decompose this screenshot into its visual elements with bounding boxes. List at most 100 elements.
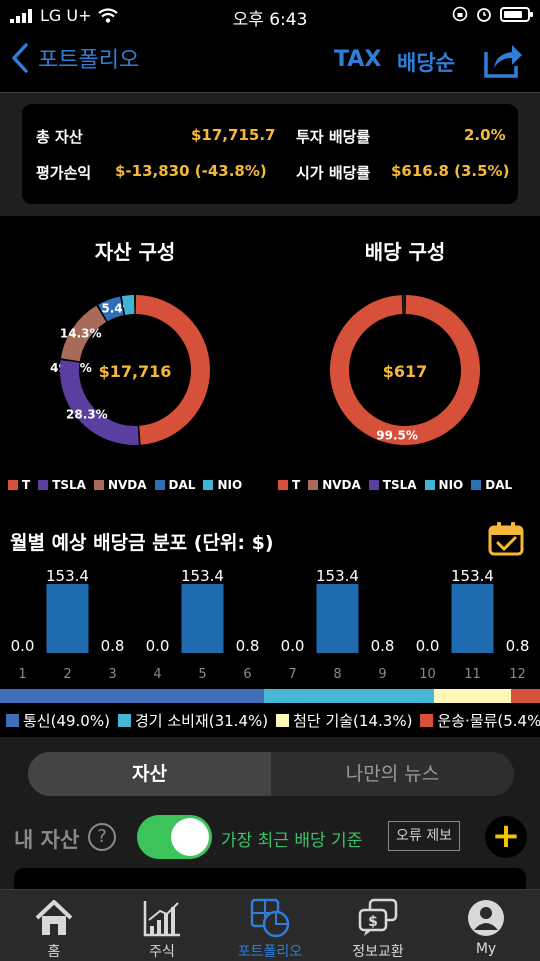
tab-info-exchange-label: 정보교환 xyxy=(352,944,404,960)
signal-icon xyxy=(10,8,32,23)
share-icon[interactable] xyxy=(482,40,524,80)
donut-slice-nvda[interactable] xyxy=(60,305,107,362)
legend-item-nio: NIO xyxy=(203,478,242,492)
tab-home-label: 홈 xyxy=(47,944,61,960)
donut-slice-t[interactable] xyxy=(135,295,211,445)
calendar-check-icon[interactable] xyxy=(488,522,524,556)
sector-swatch xyxy=(117,714,131,727)
tab-asset[interactable]: 자산 xyxy=(28,752,271,796)
carrier-label: LG U+ xyxy=(40,6,92,25)
invest-yield-label: 투자 배당률 xyxy=(296,128,371,146)
sector-label: 통신(49.0%) xyxy=(23,712,110,730)
chart-icon xyxy=(143,901,180,937)
my-asset-title: 내 자산 xyxy=(14,828,80,852)
profile-icon xyxy=(468,900,504,936)
legend-item-t: T xyxy=(278,478,300,492)
monthly-bar-chart: 0.0 1 153.4 2 0.8 3 0.0 4 153.4 5 0.8 6 0.0 7 153.4 8 0.… xyxy=(11,567,530,682)
bar-value-label: 0.0 xyxy=(11,637,35,655)
tax-button[interactable]: TAX xyxy=(334,47,382,72)
svg-text:$: $ xyxy=(368,914,378,930)
sector-legend-item: 첨단 기술(14.3%) xyxy=(276,710,412,731)
month-tick-label: 12 xyxy=(509,667,526,682)
invest-yield-value: 2.0% xyxy=(464,126,506,144)
bar-value-label: 0.8 xyxy=(371,637,395,655)
bar-value-label: 0.8 xyxy=(101,637,125,655)
bar-value-label: 153.4 xyxy=(451,567,494,585)
legend-swatch xyxy=(471,480,482,490)
donut-slice-tsla[interactable] xyxy=(60,360,139,445)
tab-my-news[interactable]: 나만의 뉴스 xyxy=(345,763,440,785)
wifi-icon xyxy=(97,8,118,23)
error-report-button[interactable]: 오류 제보 xyxy=(388,821,460,851)
add-button[interactable]: + xyxy=(485,816,527,858)
legend-label: T xyxy=(22,478,31,492)
toggle-knob xyxy=(171,818,209,856)
sector-swatch xyxy=(6,714,19,727)
asset-donut-chart[interactable]: 49.0%28.3%14.3%5.4%$17,716 xyxy=(45,280,225,460)
nav-bar: 포트폴리오 TAX 배당순 xyxy=(0,36,540,86)
bar-value-label: 0.0 xyxy=(281,637,305,655)
legend-label: DAL xyxy=(485,478,513,492)
sector-segment xyxy=(510,689,540,703)
nav-divider xyxy=(0,92,540,93)
legend-swatch xyxy=(154,480,165,490)
help-icon[interactable]: ? xyxy=(88,823,116,851)
legend-swatch xyxy=(308,480,319,490)
legend-swatch xyxy=(93,480,104,490)
tab-my[interactable]: My xyxy=(432,890,540,961)
chevron-left-icon xyxy=(12,43,28,73)
bar-value-label: 153.4 xyxy=(316,567,359,585)
donut-slice-dal[interactable] xyxy=(98,296,124,322)
donut-center-value: $617 xyxy=(383,362,428,381)
portfolio-icon xyxy=(250,898,290,938)
tab-my-label: My xyxy=(475,941,497,957)
bar-value-label: 153.4 xyxy=(46,567,89,585)
sector-swatch xyxy=(420,714,434,727)
tab-info-exchange[interactable]: $ 정보교환 xyxy=(324,890,432,961)
tab-home[interactable]: 홈 xyxy=(0,890,108,961)
slice-label-nvda: 14.3% xyxy=(60,326,102,340)
rotation-lock-icon xyxy=(452,6,468,22)
month-tick-label: 1 xyxy=(18,667,26,682)
total-asset-label: 총 자산 xyxy=(36,128,83,146)
tab-bar: 홈 주식 포트폴리오 $ xyxy=(0,889,540,961)
status-bar: LG U+ 오후 6:43 xyxy=(0,0,540,32)
legend-swatch xyxy=(278,480,288,490)
legend-label: NVDA xyxy=(322,478,361,492)
summary-card: 총 자산 $17,715.7 투자 배당률 2.0% 평가손익 $-13,830… xyxy=(22,104,518,204)
legend-item-tsla: TSLA xyxy=(368,478,417,492)
dividend-basis-label: 가장 최근 배당 기준 xyxy=(221,831,363,851)
clock-label: 오후 6:43 xyxy=(232,10,308,30)
slice-label-t: 99.5% xyxy=(376,429,418,443)
legend-item-dal: DAL xyxy=(471,478,512,492)
bar-value-label: 0.0 xyxy=(146,637,170,655)
tab-stocks[interactable]: 주식 xyxy=(108,890,216,961)
legend-item-tsla: TSLA xyxy=(38,478,86,492)
donut-slice-nvda[interactable] xyxy=(403,295,405,315)
sector-legend: 통신(49.0%) 경기 소비재(31.4%) 첨단 기술(14.3%) 운송·물류(… xyxy=(6,710,540,731)
bar-value-label: 153.4 xyxy=(181,567,224,585)
segment-control: 자산 나만의 뉴스 xyxy=(28,752,514,796)
legend-label: NVDA xyxy=(107,478,147,492)
legend-swatch xyxy=(203,480,214,490)
dividend-donut-chart[interactable]: 99.5% $617 xyxy=(315,280,495,460)
month-tick-label: 10 xyxy=(419,667,436,682)
recent-dividend-toggle[interactable] xyxy=(137,815,212,859)
month-tick-label: 3 xyxy=(108,667,116,682)
bar-month-8 xyxy=(316,583,359,653)
monthly-title: 월별 예상 배당금 분포 (단위: $) xyxy=(10,532,274,554)
back-button[interactable]: 포트폴리오 xyxy=(10,42,139,74)
legend-item-nvda: NVDA xyxy=(93,478,147,492)
month-tick-label: 6 xyxy=(243,667,251,682)
legend-swatch xyxy=(38,480,49,490)
bar-month-5 xyxy=(181,583,224,653)
bar-value-label: 0.0 xyxy=(416,637,440,655)
donut-center-value: $17,716 xyxy=(99,362,172,381)
sort-button[interactable]: 배당순 xyxy=(397,51,455,75)
donut-slice-nio[interactable] xyxy=(121,295,135,315)
tab-portfolio[interactable]: 포트폴리오 xyxy=(216,890,324,961)
tab-portfolio-label: 포트폴리오 xyxy=(237,944,303,960)
legend-item-nio: NIO xyxy=(424,478,463,492)
sector-segment xyxy=(264,689,434,703)
